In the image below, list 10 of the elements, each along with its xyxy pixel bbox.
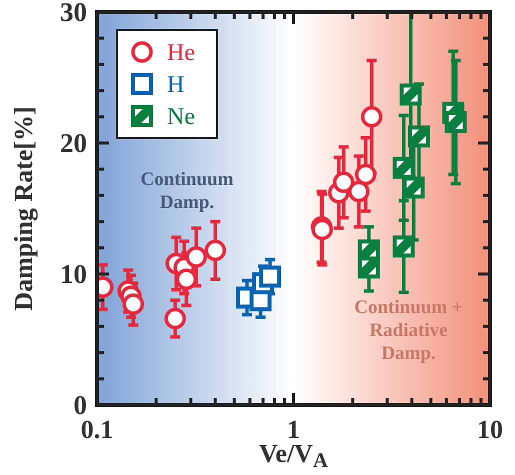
x-tick-label: 10 xyxy=(477,415,503,444)
y-tick-label: 20 xyxy=(60,128,87,158)
y-axis-title: Damping Rate[%] xyxy=(9,106,38,311)
band-label: Continuum + Radiative Damp. xyxy=(354,297,463,364)
legend-label: H xyxy=(167,72,184,98)
band-label: Continuum Damp. xyxy=(140,169,234,213)
legend-label: He xyxy=(167,40,195,66)
y-tick-label: 10 xyxy=(60,259,87,289)
legend-label: Ne xyxy=(167,104,195,130)
y-tick-label: 30 xyxy=(60,0,87,27)
